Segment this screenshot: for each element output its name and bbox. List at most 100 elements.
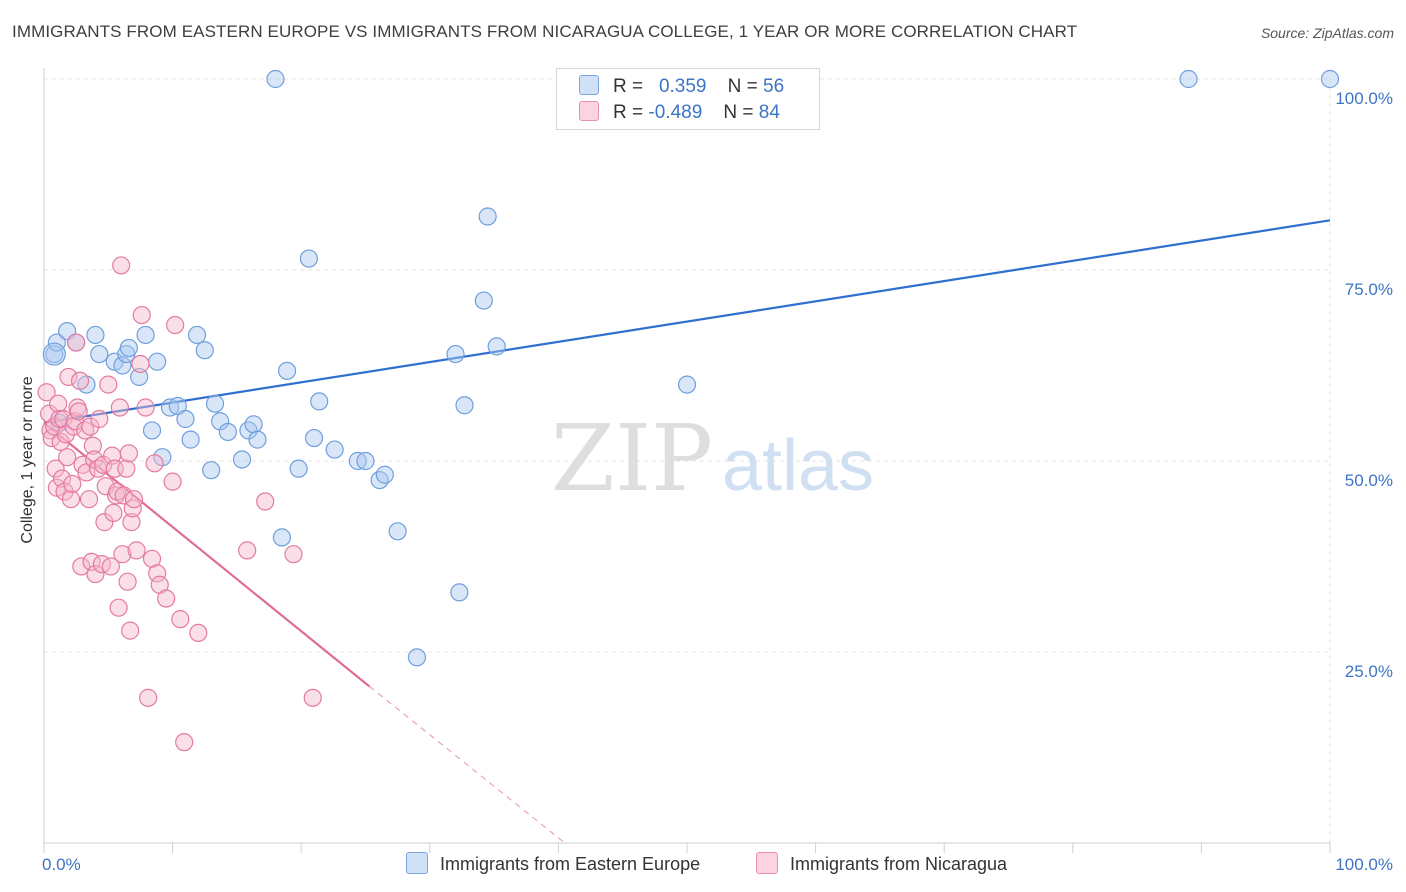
data-point: [181, 430, 200, 449]
stats-legend: R = 0.359 N = 56 R = -0.489 N = 84: [556, 68, 820, 130]
data-point: [131, 354, 150, 374]
legend-r-value: -0.489: [648, 102, 703, 123]
chart-title: IMMIGRANTS FROM EASTERN EUROPE VS IMMIGR…: [12, 22, 1078, 41]
data-point: [163, 472, 182, 491]
series-swatch-eastern-europe: [406, 852, 428, 874]
data-point: [63, 474, 82, 494]
data-point: [90, 409, 109, 429]
data-point: [67, 333, 86, 352]
data-point: [61, 490, 81, 509]
data-point: [112, 256, 131, 275]
data-point: [272, 528, 292, 547]
data-point: [45, 344, 64, 364]
data-point: [119, 444, 138, 463]
x-tick-label: 0.0%: [42, 855, 81, 874]
y-tick-label: 25.0%: [1345, 662, 1393, 681]
data-point: [304, 428, 324, 448]
series-legend-nicaragua: Immigrants from Nicaragua: [756, 852, 1007, 875]
watermark-zip: ZIP: [551, 405, 713, 512]
series-legend-label: Immigrants from Eastern Europe: [440, 854, 701, 874]
data-point: [375, 465, 394, 484]
data-point: [244, 415, 263, 434]
y-tick-label: 50.0%: [1345, 471, 1393, 490]
data-point: [145, 454, 164, 473]
data-point: [256, 492, 275, 511]
data-point: [42, 342, 66, 366]
data-point: [130, 367, 149, 387]
x-tick-label: 100.0%: [1335, 855, 1393, 874]
data-point: [70, 371, 90, 390]
trend-line-series-0: [43, 219, 1331, 424]
legend-r-label: R =: [613, 102, 644, 123]
data-point: [85, 450, 104, 469]
legend-swatch-eastern-europe: [579, 75, 599, 95]
data-point: [72, 557, 91, 576]
data-point: [37, 383, 56, 402]
data-point: [176, 409, 195, 429]
series-legend-label: Immigrants from Nicaragua: [790, 854, 1008, 874]
data-point: [284, 545, 303, 564]
data-point: [325, 440, 344, 459]
data-point: [83, 436, 102, 455]
trend-lines: [43, 219, 1331, 844]
data-point: [218, 422, 237, 442]
data-point: [248, 430, 267, 449]
legend-n-value: 84: [758, 102, 780, 123]
watermark: ZIP atlas: [551, 405, 874, 512]
data-point: [46, 459, 65, 478]
data-point: [238, 541, 257, 560]
series-swatch-nicaragua: [756, 852, 778, 874]
data-point: [121, 621, 140, 640]
data-point: [69, 402, 88, 421]
data-point: [139, 688, 158, 707]
y-tick-label: 100.0%: [1335, 89, 1393, 108]
data-point: [187, 325, 207, 345]
data-point: [370, 471, 389, 490]
data-point: [677, 375, 697, 394]
data-point: [166, 315, 185, 335]
data-point: [1320, 69, 1340, 89]
data-point: [86, 325, 105, 345]
tick-labels: 25.0% 50.0% 75.0% 100.0% 0.0% 100.0%: [42, 89, 1393, 874]
legend-r-label: R =: [613, 76, 644, 97]
data-point: [205, 394, 225, 413]
axes: [43, 68, 1331, 853]
data-point: [127, 541, 146, 560]
data-points: [37, 69, 1340, 752]
data-point: [123, 499, 142, 518]
data-point: [289, 459, 308, 478]
data-point: [59, 367, 78, 387]
data-point: [303, 688, 322, 707]
data-point: [54, 409, 73, 429]
data-point: [122, 513, 141, 532]
data-point: [232, 450, 252, 469]
data-point: [310, 392, 329, 411]
data-point: [117, 459, 136, 478]
data-point: [132, 305, 151, 325]
data-point: [113, 545, 132, 564]
series-1-points: [37, 256, 322, 752]
data-point: [148, 564, 167, 583]
data-point: [189, 623, 208, 643]
data-point: [90, 344, 109, 364]
data-point: [99, 375, 118, 394]
data-point: [86, 564, 105, 584]
data-point: [446, 344, 465, 364]
data-point: [56, 425, 75, 444]
data-point: [136, 398, 155, 417]
series-legend-eastern-europe: Immigrants from Eastern Europe: [406, 852, 700, 875]
data-point: [101, 557, 120, 576]
legend-n-label: N =: [727, 76, 758, 97]
legend-row-eastern-europe: R = 0.359 N = 56: [579, 75, 784, 99]
data-point: [487, 337, 506, 356]
data-point: [157, 589, 176, 608]
data-point: [266, 69, 285, 89]
data-point: [47, 333, 66, 352]
data-point: [478, 207, 497, 226]
watermark-atlas: atlas: [722, 426, 874, 506]
data-point: [171, 610, 190, 629]
series-legend: Immigrants from Eastern Europe Immigrant…: [0, 852, 1406, 876]
data-point: [195, 341, 214, 360]
data-point: [160, 398, 180, 417]
